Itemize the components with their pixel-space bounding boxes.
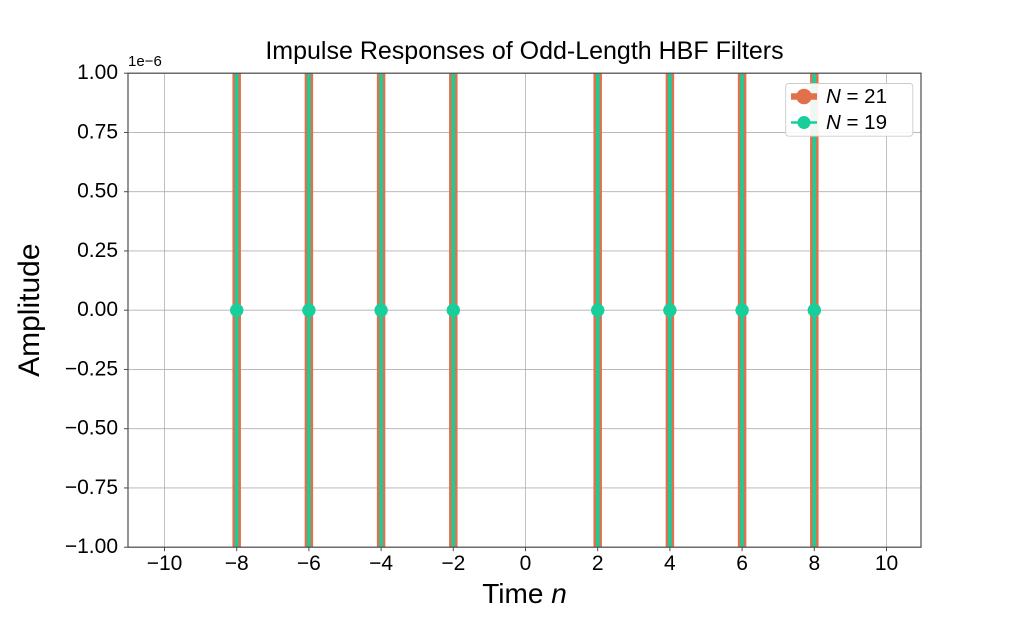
svg-text:2: 2 <box>592 552 604 575</box>
svg-text:0.50: 0.50 <box>77 180 118 203</box>
svg-text:0.00: 0.00 <box>77 298 118 321</box>
svg-text:0: 0 <box>520 552 532 575</box>
svg-text:1.00: 1.00 <box>77 61 118 84</box>
svg-text:N = 21: N = 21 <box>826 85 887 108</box>
svg-text:0.25: 0.25 <box>77 239 118 262</box>
svg-text:−0.75: −0.75 <box>65 476 118 499</box>
svg-text:0.75: 0.75 <box>77 120 118 143</box>
svg-text:−10: −10 <box>147 552 183 575</box>
svg-text:−6: −6 <box>297 552 321 575</box>
svg-text:1e−6: 1e−6 <box>128 53 162 70</box>
svg-text:−0.25: −0.25 <box>65 357 118 380</box>
svg-text:Time n: Time n <box>482 578 567 609</box>
svg-text:−4: −4 <box>369 552 393 575</box>
svg-text:Amplitude: Amplitude <box>13 243 46 376</box>
svg-text:8: 8 <box>808 552 820 575</box>
svg-text:10: 10 <box>875 552 898 575</box>
svg-text:N = 19: N = 19 <box>826 111 887 134</box>
svg-text:−1.00: −1.00 <box>65 535 118 558</box>
svg-text:−8: −8 <box>225 552 249 575</box>
svg-text:−2: −2 <box>441 552 465 575</box>
svg-text:Impulse Responses of Odd-Lengt: Impulse Responses of Odd-Length HBF Filt… <box>265 37 783 65</box>
svg-text:−0.50: −0.50 <box>65 417 118 440</box>
svg-text:4: 4 <box>664 552 676 575</box>
svg-text:6: 6 <box>736 552 748 575</box>
